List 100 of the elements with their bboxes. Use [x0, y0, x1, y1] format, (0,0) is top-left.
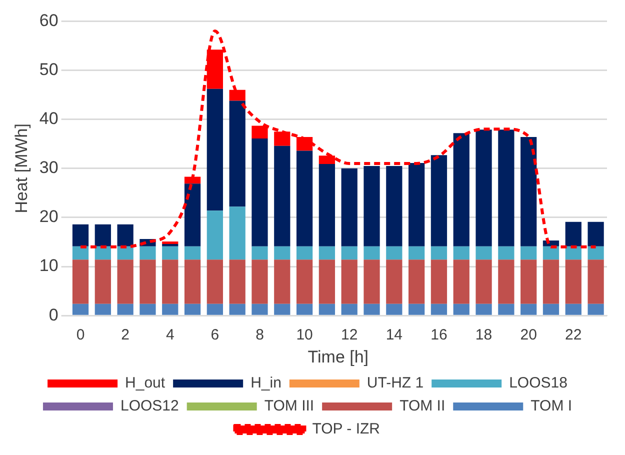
bar	[274, 132, 290, 146]
bar	[229, 206, 246, 260]
legend-label: TOM III	[264, 398, 314, 415]
bar	[565, 222, 582, 246]
x-tick-label: 0	[76, 326, 85, 344]
bar	[162, 246, 178, 260]
bar	[72, 304, 89, 315]
bar	[430, 260, 448, 304]
bar	[184, 260, 201, 304]
legend-label: LOOS12	[120, 398, 179, 415]
legend-label: TOM II	[400, 398, 446, 415]
bar	[453, 260, 470, 304]
x-tick-label: 16	[430, 326, 448, 344]
bar	[140, 304, 156, 315]
bar	[274, 260, 290, 304]
y-tick-label: 20	[39, 207, 58, 226]
y-tick-label: 40	[39, 109, 58, 128]
bar	[341, 246, 358, 260]
bar	[318, 304, 336, 315]
bar	[252, 260, 268, 304]
line-series	[79, 30, 598, 248]
y-axis-title: Heat [MWh]	[12, 124, 31, 214]
y-tick-label: 60	[39, 10, 58, 30]
legend-label: TOP - IZR	[312, 420, 380, 438]
bar	[476, 304, 492, 315]
bar	[318, 164, 336, 246]
x-tick-label: 10	[296, 326, 313, 344]
bar	[386, 260, 402, 304]
bar	[364, 246, 380, 260]
bar	[430, 155, 448, 246]
bar	[453, 304, 470, 315]
bar	[430, 246, 448, 260]
bar	[184, 304, 201, 315]
bar	[72, 224, 89, 246]
x-tick-label: 4	[166, 326, 174, 344]
legend-label: UT-HZ 1	[366, 374, 424, 392]
bar	[117, 304, 134, 315]
bar	[386, 304, 402, 315]
bar	[520, 304, 537, 315]
bar	[364, 260, 380, 304]
bar	[408, 246, 425, 260]
legend-label: LOOS18	[509, 374, 568, 392]
bar	[318, 246, 336, 260]
bar	[476, 246, 492, 260]
bar	[453, 133, 470, 246]
y-tick-label: 30	[39, 158, 58, 178]
bar	[206, 260, 223, 304]
bar	[498, 130, 514, 246]
bar	[386, 246, 402, 260]
bar	[341, 168, 358, 246]
bar	[520, 260, 537, 304]
bar	[296, 304, 313, 315]
y-tick-label: 50	[39, 60, 58, 79]
bar	[252, 126, 268, 138]
bar	[94, 260, 111, 304]
bar	[184, 246, 201, 260]
bar	[117, 260, 134, 304]
bar	[229, 304, 246, 315]
bar	[453, 246, 470, 260]
bar	[588, 246, 604, 260]
bar	[476, 260, 492, 304]
bar	[252, 138, 268, 246]
bar	[520, 137, 537, 246]
bar	[565, 260, 582, 304]
bar	[318, 156, 336, 164]
bar	[318, 260, 336, 304]
y-tick-label: 0	[48, 305, 58, 324]
bar	[588, 304, 604, 315]
bar	[140, 246, 156, 260]
bar	[341, 260, 358, 304]
bar	[206, 50, 223, 89]
legend-label: H_out	[125, 374, 166, 392]
bar	[498, 304, 514, 315]
bar	[408, 260, 425, 304]
bar	[117, 224, 134, 246]
bar	[542, 260, 560, 304]
x-tick-label: 20	[520, 326, 537, 344]
bar	[162, 244, 178, 246]
bar	[430, 304, 448, 315]
bar	[229, 260, 246, 304]
bar	[229, 100, 246, 207]
bar	[184, 176, 201, 184]
bar	[162, 260, 178, 304]
bar	[498, 260, 514, 304]
bar	[520, 246, 537, 260]
bar	[588, 222, 604, 246]
bar	[565, 304, 582, 315]
bar	[296, 150, 313, 246]
bar	[206, 304, 223, 315]
x-tick-label: 8	[256, 326, 264, 344]
bar	[206, 88, 223, 211]
y-tick-label: 10	[39, 256, 58, 276]
bar	[72, 260, 89, 304]
legend-label: TOM I	[530, 398, 572, 415]
bar	[565, 246, 582, 260]
bar	[296, 260, 313, 304]
bar	[274, 146, 290, 246]
bar	[184, 184, 201, 246]
bar	[476, 130, 492, 246]
bar	[296, 246, 313, 260]
